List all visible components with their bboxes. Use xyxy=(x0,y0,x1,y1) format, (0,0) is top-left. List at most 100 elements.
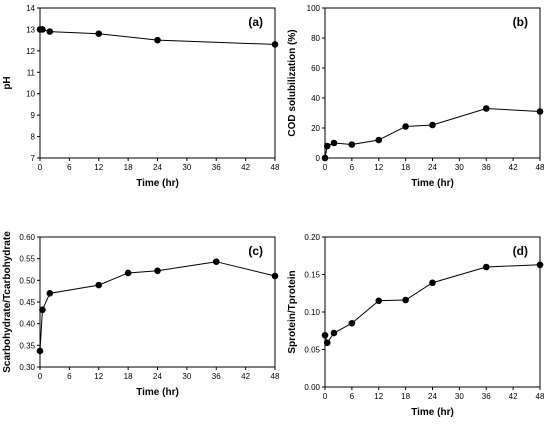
data-point xyxy=(154,36,161,44)
data-point xyxy=(375,136,383,144)
y-tick-label: 80 xyxy=(311,34,320,43)
y-axis-label: Sprotein/Tprotein xyxy=(287,270,298,353)
y-tick-label: 0.30 xyxy=(19,363,35,372)
y-tick-label: 0 xyxy=(316,154,321,163)
x-tick-label: 30 xyxy=(182,372,191,381)
y-tick-label: 9 xyxy=(31,111,36,120)
y-tick-label: 0.15 xyxy=(304,271,320,280)
x-tick-label: 30 xyxy=(182,163,191,172)
y-tick-label: 12 xyxy=(26,47,35,56)
plot-frame xyxy=(39,236,276,368)
plot-frame xyxy=(324,236,541,388)
x-tick-label: 36 xyxy=(482,392,491,401)
data-point xyxy=(429,279,436,287)
data-point xyxy=(124,269,132,277)
data-point xyxy=(536,261,544,269)
x-tick-label: 48 xyxy=(271,372,280,381)
data-point xyxy=(154,267,161,275)
data-point xyxy=(323,142,331,150)
x-tick-label: 18 xyxy=(124,163,133,172)
x-axis-label: Time (hr) xyxy=(136,387,179,398)
y-tick-label: 13 xyxy=(26,25,35,34)
y-tick-label: 10 xyxy=(26,90,35,99)
x-tick-label: 30 xyxy=(455,163,464,172)
y-tick-label: 0.10 xyxy=(304,308,320,317)
y-tick-label: 11 xyxy=(27,68,36,77)
y-tick-label: 0.00 xyxy=(304,383,320,392)
x-tick-label: 6 xyxy=(67,372,72,381)
panel-label: (b) xyxy=(513,15,528,29)
y-axis-label: COD solubilization (%) xyxy=(287,29,298,136)
y-tick-label: 8 xyxy=(31,133,36,142)
series-line xyxy=(39,261,276,351)
data-point xyxy=(536,108,544,115)
x-axis-label: Time (hr) xyxy=(411,178,454,189)
series-line xyxy=(324,264,541,344)
data-point xyxy=(95,281,103,289)
x-tick-label: 0 xyxy=(38,163,43,172)
data-point xyxy=(402,123,409,130)
panel-c: 0 6 12 18 24 30 36 42 48 0.30 0.35 0.40 0.45 0.50 0.55… xyxy=(2,231,280,398)
panel-label: (a) xyxy=(248,15,263,29)
y-tick-label: 0.35 xyxy=(19,341,35,350)
x-tick-label: 36 xyxy=(212,163,221,172)
data-point xyxy=(402,296,409,304)
x-tick-label: 24 xyxy=(153,372,162,381)
y-tick-label: 20 xyxy=(311,124,320,133)
data-point xyxy=(39,26,46,33)
data-point xyxy=(39,306,46,314)
plot-frame xyxy=(324,7,541,159)
y-tick-label: 0.55 xyxy=(19,255,35,264)
y-axis-label: Scarbohydrate/Tcarbohydrate xyxy=(2,231,13,373)
y-tick-label: 40 xyxy=(311,94,320,103)
series-line xyxy=(324,107,541,159)
data-point xyxy=(95,30,103,38)
x-tick-label: 18 xyxy=(401,392,410,401)
x-tick-label: 0 xyxy=(323,163,328,172)
x-tick-label: 24 xyxy=(428,163,437,172)
data-point xyxy=(429,121,436,129)
data-point xyxy=(212,258,220,266)
x-tick-label: 12 xyxy=(94,163,103,172)
y-tick-label: 0.50 xyxy=(19,276,35,285)
data-point xyxy=(482,263,490,271)
data-point xyxy=(321,331,329,339)
x-tick-label: 18 xyxy=(124,372,133,381)
x-tick-label: 48 xyxy=(271,163,280,172)
x-tick-label: 18 xyxy=(401,163,410,172)
x-tick-label: 6 xyxy=(350,392,355,401)
x-tick-label: 42 xyxy=(241,163,250,172)
x-tick-label: 42 xyxy=(509,392,518,401)
data-point xyxy=(330,139,338,147)
data-point xyxy=(36,347,44,355)
y-tick-label: 0.20 xyxy=(304,233,320,242)
y-tick-label: 0.45 xyxy=(19,298,35,307)
data-point xyxy=(375,297,383,305)
x-tick-label: 42 xyxy=(509,163,518,172)
x-tick-label: 30 xyxy=(455,392,464,401)
panel-label: (c) xyxy=(248,244,263,258)
y-tick-label: 0.05 xyxy=(304,346,320,355)
plot-frame xyxy=(39,7,276,159)
data-point xyxy=(348,141,356,148)
y-tick-label: 100 xyxy=(307,4,321,13)
x-tick-label: 24 xyxy=(428,392,437,401)
y-tick-label: 60 xyxy=(311,64,320,73)
y-axis-label: pH xyxy=(2,76,13,89)
data-point xyxy=(271,41,279,48)
data-point xyxy=(330,329,338,337)
y-tick-label: 0.40 xyxy=(19,320,35,329)
x-tick-label: 12 xyxy=(374,163,383,172)
x-tick-label: 24 xyxy=(153,163,162,172)
x-tick-label: 48 xyxy=(536,392,545,401)
x-tick-label: 12 xyxy=(374,392,383,401)
x-tick-label: 6 xyxy=(67,163,72,172)
x-axis-label: Time (hr) xyxy=(136,178,179,189)
x-tick-label: 12 xyxy=(94,372,103,381)
x-tick-label: 0 xyxy=(323,392,328,401)
x-tick-label: 6 xyxy=(350,163,355,172)
panel-a: 0 6 12 18 24 30 36 42 48 7 8 9 10 11 12 13 14 Time (hr) pH… xyxy=(2,4,280,189)
data-point xyxy=(321,154,329,162)
data-point xyxy=(482,105,490,112)
